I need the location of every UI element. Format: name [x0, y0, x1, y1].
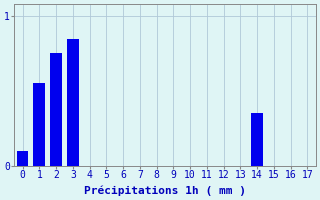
Bar [17, 151, 28, 166]
X-axis label: Précipitations 1h ( mm ): Précipitations 1h ( mm ) [84, 185, 246, 196]
Bar [67, 39, 79, 166]
Bar [34, 83, 45, 166]
Bar [251, 113, 263, 166]
Bar [50, 53, 62, 166]
